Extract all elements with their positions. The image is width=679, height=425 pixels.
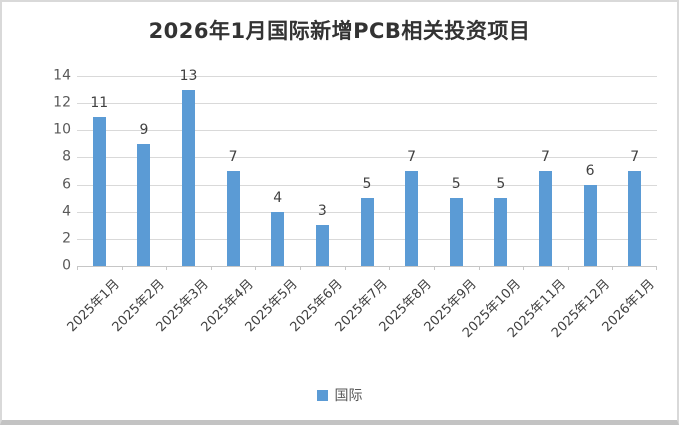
bar-value-label: 5 [496,176,506,193]
x-axis-tick [478,266,480,270]
legend: 国际 [2,385,677,405]
x-axis-tick [255,266,257,270]
bar-value-label: 7 [228,149,238,165]
gridline [77,184,657,186]
gridline [77,157,657,159]
bar [494,198,508,266]
legend-swatch-icon [316,389,328,401]
bar [315,225,329,266]
x-axis-tick [77,266,78,270]
bar [271,211,285,266]
bar [226,171,240,266]
bar-value-label: 5 [451,176,461,193]
plot-area: 0 2 4 6 8 10 12 14 11 9 13 7 4 3 5 7 5 5 7 6 7 2025年1月 2025年… [53,68,658,341]
bar-value-label: 4 [273,189,283,206]
x-axis-tick [121,266,123,270]
x-axis-tick [523,266,525,270]
bar-value-label: 13 [179,67,198,84]
x-axis-tick [567,266,569,270]
x-axis-tick [300,266,302,270]
y-tick-label: 14 [53,67,71,84]
bar-value-label: 7 [540,149,550,165]
x-axis-tick [166,266,168,270]
bar [137,143,151,266]
gridline [77,103,657,105]
gridline [77,130,657,132]
x-axis-tick [433,266,435,270]
legend-label: 国际 [334,388,363,404]
x-axis-tick [389,266,391,270]
bar [538,171,552,266]
y-tick-label: 10 [53,121,71,138]
bar [92,116,106,266]
x-axis-tick [612,266,614,270]
chart-title: 2026年1月国际新增PCB相关投资项目 [148,19,531,43]
y-tick-label: 4 [62,203,71,220]
bar [405,171,419,266]
y-tick-label: 8 [62,149,71,166]
bar [628,171,642,266]
bar-value-label: 7 [630,149,640,165]
y-tick-label: 2 [62,230,71,247]
bar [449,198,463,266]
x-axis-line [77,266,657,267]
bar-value-label: 11 [90,94,109,111]
bar [583,184,597,266]
y-tick-label: 0 [62,257,71,274]
gridline [77,76,657,77]
bar [182,89,196,266]
x-axis-tick [344,266,346,270]
bar-value-label: 7 [407,149,417,165]
y-tick-label: 6 [62,176,71,193]
bar-value-label: 6 [585,162,595,179]
x-axis-tick [656,266,657,270]
x-axis-tick [210,266,212,270]
bar [360,198,374,266]
bar-value-label: 3 [317,203,327,220]
y-tick-label: 12 [53,94,71,111]
bar-value-label: 9 [139,121,149,138]
bar-value-label: 5 [362,176,372,193]
